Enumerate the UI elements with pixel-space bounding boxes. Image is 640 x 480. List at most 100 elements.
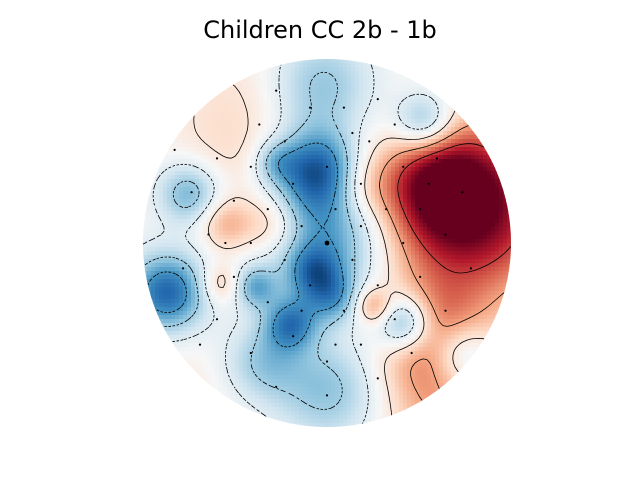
heat-cell <box>351 119 356 124</box>
heat-cell <box>243 111 248 116</box>
heat-cell <box>219 139 224 144</box>
heat-cell <box>331 171 336 176</box>
heat-cell <box>251 259 256 264</box>
heat-cell <box>263 267 268 272</box>
heat-cell <box>195 279 200 284</box>
heat-cell <box>379 251 384 256</box>
heat-cell <box>483 263 488 268</box>
heat-cell <box>443 199 448 204</box>
heat-cell <box>199 287 204 292</box>
heat-cell <box>295 267 300 272</box>
heat-cell <box>275 83 280 88</box>
heat-cell <box>279 83 284 88</box>
heat-cell <box>267 99 272 104</box>
heat-cell <box>439 231 444 236</box>
heat-cell <box>307 203 312 208</box>
heat-cell <box>263 67 268 72</box>
heat-cell <box>303 263 308 268</box>
heat-cell <box>179 215 184 220</box>
heat-cell <box>447 151 452 156</box>
heat-cell <box>359 239 364 244</box>
heat-cell <box>315 239 320 244</box>
heat-cell <box>255 243 260 248</box>
heat-cell <box>303 227 308 232</box>
heat-cell <box>407 95 412 100</box>
heat-cell <box>371 79 376 84</box>
heat-cell <box>239 115 244 120</box>
heat-cell <box>363 199 368 204</box>
heat-cell <box>443 115 448 120</box>
heat-cell <box>439 99 444 104</box>
heat-cell <box>167 243 172 248</box>
heat-cell <box>443 195 448 200</box>
heat-cell <box>403 207 408 212</box>
heat-cell <box>211 111 216 116</box>
heat-cell <box>239 155 244 160</box>
heat-cell <box>431 115 436 120</box>
heat-cell <box>243 259 248 264</box>
heat-cell <box>291 195 296 200</box>
heat-cell <box>327 235 332 240</box>
heat-cell <box>299 59 304 64</box>
heat-cell <box>255 191 260 196</box>
heat-cell <box>467 291 472 296</box>
heat-cell <box>179 247 184 252</box>
heat-cell <box>219 163 224 168</box>
heat-cell <box>367 63 372 68</box>
heat-cell <box>339 91 344 96</box>
heat-cell <box>339 151 344 156</box>
heat-cell <box>439 115 444 120</box>
heat-cell <box>439 219 444 224</box>
heat-cell <box>259 295 264 300</box>
heat-cell <box>239 135 244 140</box>
heat-cell <box>227 83 232 88</box>
heat-cell <box>491 287 496 292</box>
heat-cell <box>379 279 384 284</box>
heat-cell <box>155 187 160 192</box>
heat-cell <box>347 91 352 96</box>
heat-cell <box>495 215 500 220</box>
heat-cell <box>415 79 420 84</box>
heat-cell <box>183 271 188 276</box>
heat-cell <box>191 203 196 208</box>
heat-cell <box>287 155 292 160</box>
heat-cell <box>235 155 240 160</box>
heat-cell <box>495 243 500 248</box>
heat-cell <box>259 83 264 88</box>
heat-cell <box>395 291 400 296</box>
heat-cell <box>427 139 432 144</box>
heat-cell <box>267 223 272 228</box>
heat-cell <box>451 199 456 204</box>
heat-cell <box>207 231 212 236</box>
heat-cell <box>495 263 500 268</box>
heat-cell <box>143 223 148 228</box>
heat-cell <box>315 75 320 80</box>
heat-cell <box>215 227 220 232</box>
heat-cell <box>227 251 232 256</box>
heat-cell <box>395 171 400 176</box>
heat-cell <box>335 207 340 212</box>
heat-cell <box>179 271 184 276</box>
heat-cell <box>383 179 388 184</box>
heat-cell <box>355 279 360 284</box>
heat-cell <box>187 199 192 204</box>
heat-cell <box>187 211 192 216</box>
heat-cell <box>411 135 416 140</box>
heat-cell <box>243 119 248 124</box>
heat-cell <box>227 171 232 176</box>
heat-cell <box>187 135 192 140</box>
heat-cell <box>243 159 248 164</box>
heat-cell <box>343 207 348 212</box>
heat-cell <box>487 279 492 284</box>
heat-cell <box>435 167 440 172</box>
heat-cell <box>195 207 200 212</box>
heat-cell <box>219 179 224 184</box>
heat-cell <box>363 275 368 280</box>
heat-cell <box>371 307 376 312</box>
heat-cell <box>339 75 344 80</box>
heat-cell <box>303 223 308 228</box>
heat-cell <box>303 183 308 188</box>
heat-cell <box>287 123 292 128</box>
heat-cell <box>403 119 408 124</box>
heat-cell <box>179 147 184 152</box>
